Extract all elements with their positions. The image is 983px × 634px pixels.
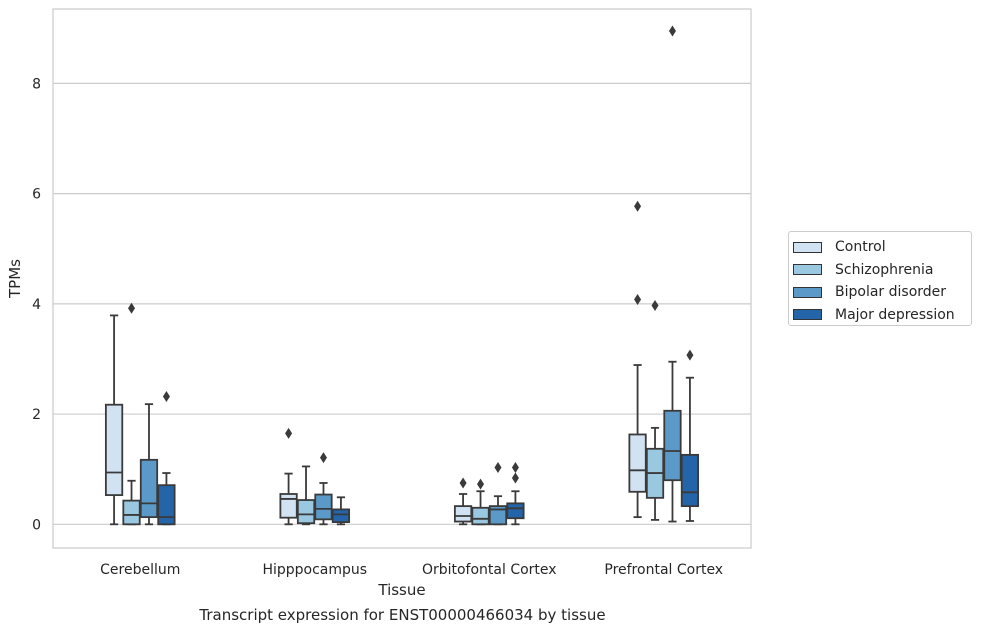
x-tick-label: Orbitofontal Cortex — [422, 562, 557, 578]
x-axis-label: Tissue — [377, 581, 425, 599]
iqr-box — [663, 409, 682, 482]
x-tick-label: Prefrontal Cortex — [604, 562, 723, 578]
box-plot-series — [104, 25, 700, 526]
legend-item-schizophrenia: Schizophrenia — [793, 259, 971, 282]
legend-swatch — [793, 309, 822, 321]
outlier-point — [477, 478, 485, 490]
y-axis-label: TPMs — [6, 259, 24, 299]
y-tick-label: 8 — [32, 76, 41, 92]
iqr-box — [314, 493, 333, 521]
outlier-point — [162, 390, 170, 402]
box-major-depression-3 — [680, 349, 700, 522]
y-tick-label: 6 — [32, 187, 41, 203]
box-schizophrenia-1 — [296, 465, 316, 526]
legend-label: Bipolar disorder — [835, 284, 947, 301]
legend-item-control: Control — [793, 236, 971, 259]
plot-frame — [52, 8, 752, 549]
legend-item-bipolar-disorder: Bipolar disorder — [793, 281, 971, 304]
iqr-box — [453, 505, 473, 523]
x-tick-label: Hipppocampus — [262, 562, 367, 578]
legend-item-major-depression: Major depression — [793, 304, 971, 327]
outlier-point — [128, 302, 136, 314]
box-control-2 — [453, 477, 473, 526]
outlier-point — [511, 462, 519, 474]
iqr-box — [506, 502, 525, 520]
box-control-3 — [628, 200, 647, 519]
iqr-box — [104, 403, 124, 496]
outlier-point — [686, 349, 694, 361]
legend-label: Major depression — [835, 306, 955, 323]
legend-swatch — [793, 241, 822, 253]
outlier-point — [634, 293, 642, 305]
outlier-point — [285, 427, 293, 439]
y-tick-label: 2 — [32, 407, 41, 423]
box-bipolar-disorder-3 — [663, 25, 682, 523]
outlier-point — [319, 452, 327, 464]
outlier-point — [634, 200, 642, 212]
iqr-box — [331, 508, 351, 523]
legend-label: Schizophrenia — [835, 261, 934, 278]
grid-lines — [53, 82, 751, 525]
iqr-box — [279, 493, 298, 519]
iqr-box — [296, 499, 316, 525]
outlier-point — [668, 25, 676, 37]
iqr-box — [628, 433, 647, 493]
box-bipolar-disorder-2 — [488, 462, 508, 526]
chart-caption: Transcript expression for ENST0000046603… — [199, 606, 606, 624]
box-schizophrenia-2 — [471, 478, 490, 526]
iqr-box — [122, 499, 141, 526]
box-major-depression-1 — [331, 496, 351, 526]
outlier-point — [459, 477, 467, 489]
legend: Control Schizophrenia Bipolar disorder Majo… — [788, 231, 972, 326]
box-control-1 — [279, 427, 298, 526]
outlier-point — [494, 462, 502, 474]
outlier-point — [651, 300, 659, 312]
box-major-depression-0 — [157, 390, 176, 526]
x-tick-label: Cerebellum — [100, 562, 180, 578]
iqr-box — [139, 458, 159, 519]
outlier-point — [511, 472, 519, 484]
box-major-depression-2 — [506, 462, 525, 526]
box-bipolar-disorder-0 — [139, 403, 159, 526]
legend-label: Control — [835, 239, 886, 256]
y-tick-label: 4 — [32, 297, 41, 313]
iqr-box — [157, 484, 176, 526]
box-schizophrenia-0 — [122, 302, 141, 526]
box-schizophrenia-3 — [645, 300, 665, 521]
box-bipolar-disorder-1 — [314, 452, 333, 526]
iqr-box — [471, 506, 490, 526]
iqr-box — [488, 505, 508, 526]
legend-swatch — [793, 286, 822, 298]
axes: 0 2 4 6 8 Cerebellum Hipppocampus Orbitofontal … — [32, 76, 723, 578]
box-control-0 — [104, 314, 124, 526]
y-tick-label: 0 — [32, 517, 41, 533]
legend-swatch — [793, 264, 822, 276]
iqr-box — [680, 453, 700, 508]
